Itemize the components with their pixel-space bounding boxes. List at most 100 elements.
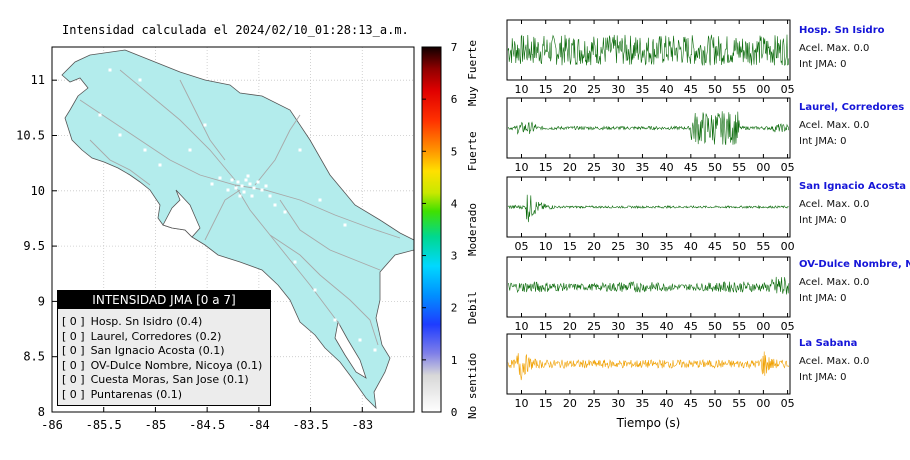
colorbar-category-label: Moderado [466, 203, 479, 256]
waveform-tick-label: 10 [515, 397, 529, 410]
road [179, 79, 226, 161]
waveform-tick-label: 45 [684, 161, 698, 174]
colorbar: 0 1 2 3 4 5 6 7 No sentido Debil Moderado Fuerte Muy… [421, 40, 479, 419]
map-y-tick-label: 8 [38, 405, 45, 419]
colorbar-tick-label: 7 [451, 41, 458, 54]
settlement-dot [234, 186, 238, 190]
colorbar-category-label: Debil [466, 291, 479, 324]
waveform-tick-label: 50 [732, 240, 746, 253]
waveform-tick-label: 40 [660, 320, 674, 333]
waveform-tick-label: 30 [611, 83, 625, 96]
costa-rica-land [61, 49, 415, 410]
settlement-dot [108, 68, 112, 72]
waveform-tick-label: 20 [587, 240, 601, 253]
station-info: San Ignacio Acosta Acel. Max. 0.0 Int JMA:… [799, 181, 910, 231]
waveform-tick-label: 10 [539, 240, 553, 253]
map-y-tick-label: 8.5 [23, 350, 45, 364]
waveform-frame [506, 176, 791, 238]
colorbar-tick-label: 5 [451, 145, 458, 158]
waveform-tick-label: 25 [587, 320, 601, 333]
colorbar-tick-label: 2 [451, 302, 458, 315]
colorbar-tick-label: 3 [451, 250, 458, 263]
settlement-dot [283, 210, 287, 214]
colorbar-tick-label: 4 [451, 197, 458, 210]
waveform-tick-label: 10 [515, 320, 529, 333]
map-roads [79, 69, 401, 346]
waveform-tick-label: 45 [708, 240, 722, 253]
road [89, 139, 151, 186]
waveform-tick-label: 20 [563, 397, 577, 410]
waveform-tick-label: 25 [587, 161, 601, 174]
waveform-tick-label: 00 [756, 320, 770, 333]
settlement-dot [218, 176, 222, 180]
colorbar-category-label: Fuerte [466, 131, 479, 171]
waveform-tick-label: 55 [732, 83, 746, 96]
station-int-jma: Int JMA: 0 [799, 136, 847, 147]
station-info: OV-Dulce Nombre, Nicoya Acel. Max. 0.0 Int… [799, 259, 910, 309]
waveform-trace [507, 111, 790, 145]
legend-entry: [ 0 ] Puntarenas (0.1) [58, 388, 270, 403]
waveform-tick-label: 05 [781, 397, 795, 410]
legend-entry-level: [ 0 ] [62, 315, 85, 328]
legend-entry-level: [ 0 ] [62, 387, 85, 401]
waveform-tick-label: 10 [515, 83, 529, 96]
settlement-dot [333, 318, 337, 322]
station-int-jma: Int JMA: 0 [799, 59, 847, 70]
waveform-background [507, 257, 790, 317]
map-x-tick-label: -85 [145, 418, 167, 432]
settlement-dot [98, 113, 102, 117]
golfo-dulce [334, 320, 367, 379]
settlement-dot [143, 148, 147, 152]
station-name: Hosp. Sn Isidro [799, 25, 885, 36]
settlement-dot [293, 260, 297, 264]
settlement-dot [118, 133, 122, 137]
legend-entry-level: [ 0 ] [62, 358, 85, 372]
settlement-dot [248, 182, 252, 186]
settlement-dot [238, 194, 242, 198]
waveform-frame [506, 19, 791, 81]
settlement-dot [358, 338, 362, 342]
legend-entry-level: [ 0 ] [62, 344, 85, 357]
station-int-jma: Int JMA: 0 [799, 215, 847, 226]
waveform-tick-label: 15 [539, 320, 553, 333]
map-y-tick-label: 11 [31, 73, 45, 87]
station-int-jma: Int JMA: 0 [799, 372, 847, 383]
waveform-tick-label: 45 [684, 397, 698, 410]
station-accel-max: Acel. Max. 0.0 [799, 43, 870, 54]
waveform-tick-label: 30 [611, 161, 625, 174]
legend-entry: [ 0 ] OV-Dulce Nombre, Nicoya (0.1) [58, 359, 270, 374]
waveform-tick-label: 45 [684, 320, 698, 333]
waveform-tick-label: 55 [732, 397, 746, 410]
waveform-tick-label: 05 [781, 83, 795, 96]
settlement-dot [246, 174, 250, 178]
station-name: OV-Dulce Nombre, Nicoya [799, 259, 910, 270]
settlement-dot [260, 188, 264, 192]
settlement-dot [318, 198, 322, 202]
settlements [98, 68, 377, 352]
legend-entry-name: Cuesta Moras, San Jose (0.1) [90, 373, 249, 386]
waveform-panel: 10 15 20 25 30 35 40 45 50 55 00 05 [506, 333, 795, 410]
map-y-tick-label: 9.5 [23, 239, 45, 253]
waveform-trace [507, 34, 790, 66]
settlement-dot [252, 186, 256, 190]
map-x-tick-label: -86 [41, 418, 63, 432]
colorbar-tick-label: 6 [451, 93, 458, 106]
waveform-tick-label: 40 [660, 83, 674, 96]
waveform-tick-label: 55 [756, 240, 770, 253]
settlement-dot [273, 203, 277, 207]
waveform-tick-label: 30 [611, 320, 625, 333]
legend-entry-name: San Ignacio Acosta (0.1) [90, 344, 225, 357]
colorbar-tick-label: 0 [451, 406, 458, 419]
settlement-dot [256, 180, 260, 184]
settlement-dot [264, 184, 268, 188]
legend-entry-level: [ 0 ] [62, 329, 85, 343]
map-y-tick-label: 10.5 [16, 128, 45, 142]
waveform-tick-label: 55 [732, 161, 746, 174]
waveform-tick-label: 35 [635, 397, 649, 410]
station-accel-max: Acel. Max. 0.0 [799, 199, 870, 210]
settlement-dot [268, 194, 272, 198]
road [204, 189, 241, 241]
waveform-tick-label: 15 [539, 161, 553, 174]
waveform-tick-label: 40 [660, 161, 674, 174]
waveform-tick-label: 05 [515, 240, 529, 253]
